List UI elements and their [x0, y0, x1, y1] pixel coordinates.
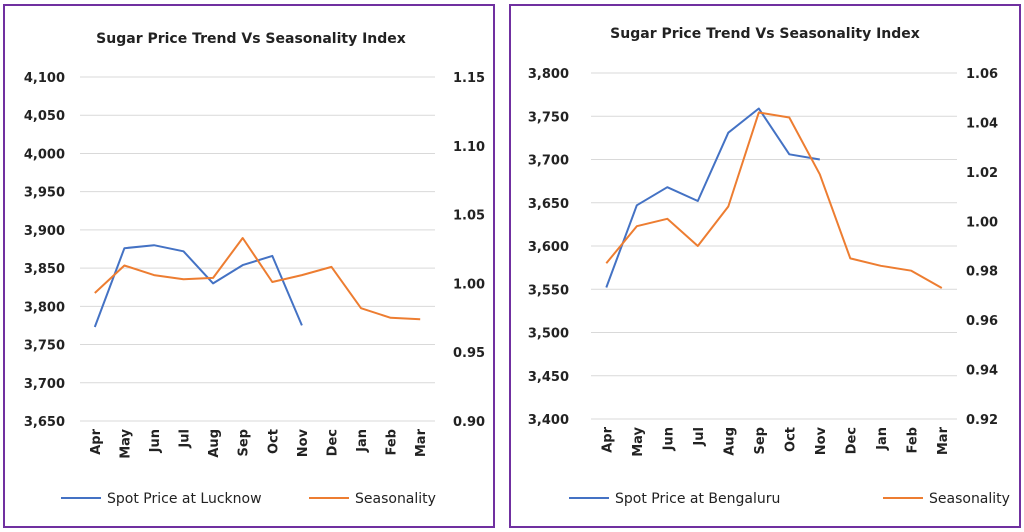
y-right-tick-label: 0.95 — [453, 346, 485, 361]
y-right-tick-label: 1.04 — [966, 116, 998, 131]
x-tick-label: Dec — [844, 427, 859, 454]
x-tick-label: Jun — [661, 427, 676, 451]
x-tick-label: Mar — [414, 428, 429, 457]
y-left-tick-label: 3,400 — [528, 413, 569, 428]
y-right-tick-label: 0.98 — [966, 265, 998, 280]
y-right-tick-label: 1.02 — [966, 166, 998, 181]
series-line-price — [605, 107, 820, 288]
x-tick-label: Feb — [905, 427, 920, 453]
y-left-tick-label: 3,550 — [528, 283, 569, 298]
x-tick-label: Apr — [600, 426, 615, 452]
x-tick-label: Sep — [237, 429, 252, 457]
x-tick-label: Aug — [207, 429, 222, 458]
x-tick-label: Sep — [753, 427, 768, 455]
series-line-seasonality — [605, 111, 943, 289]
y-left-tick-label: 3,650 — [24, 415, 65, 430]
y-right-tick-label: 1.15 — [453, 71, 485, 86]
x-tick-label: Jun — [148, 429, 163, 453]
x-tick-label: Oct — [266, 429, 281, 454]
y-right-tick-label: 0.92 — [966, 413, 998, 428]
y-right-tick-label: 1.10 — [453, 140, 485, 155]
legend-entry: Spot Price at Lucknow — [107, 491, 262, 507]
y-right-tick-label: 0.96 — [966, 314, 998, 329]
x-tick-label: Jul — [178, 429, 193, 449]
y-left-tick-label: 3,650 — [528, 197, 569, 212]
x-tick-label: May — [118, 428, 133, 458]
y-left-tick-label: 3,950 — [24, 186, 65, 201]
y-right-tick-label: 0.90 — [453, 415, 485, 430]
chart-panel-bengaluru: Sugar Price Trend Vs Seasonality Index 3,… — [509, 4, 1021, 528]
legend-entry: Seasonality — [929, 491, 1010, 507]
y-left-tick-label: 3,500 — [528, 327, 569, 342]
chart-title: Sugar Price Trend Vs Seasonality Index — [610, 26, 920, 42]
y-right-tick-label: 1.00 — [966, 215, 998, 230]
x-tick-label: Apr — [89, 428, 104, 454]
y-left-tick-label: 3,600 — [528, 240, 569, 255]
chart-panel-lucknow: Sugar Price Trend Vs Seasonality Index 3,… — [3, 4, 495, 528]
series-line-price — [93, 244, 303, 328]
x-tick-label: Jul — [692, 427, 707, 447]
x-tick-label: Dec — [325, 429, 340, 456]
y-left-tick-label: 3,850 — [24, 262, 65, 277]
y-left-tick-label: 3,450 — [528, 370, 569, 385]
y-left-tick-label: 3,700 — [24, 377, 65, 392]
y-left-tick-label: 3,750 — [528, 110, 569, 125]
x-tick-label: Mar — [936, 426, 951, 455]
y-right-tick-label: 1.05 — [453, 209, 485, 224]
x-tick-label: Jan — [875, 427, 890, 451]
legend-entry: Seasonality — [355, 491, 436, 507]
legend-entry: Spot Price at Bengaluru — [615, 491, 780, 507]
y-left-tick-label: 3,800 — [528, 67, 569, 82]
chart-lucknow: Sugar Price Trend Vs Seasonality Index 3,… — [24, 31, 485, 507]
y-left-tick-label: 3,700 — [528, 154, 569, 169]
x-tick-label: Oct — [783, 427, 798, 452]
x-tick-label: May — [631, 426, 646, 456]
y-left-tick-label: 4,050 — [24, 109, 65, 124]
y-left-tick-label: 3,750 — [24, 339, 65, 354]
x-tick-label: Nov — [814, 426, 829, 455]
x-tick-label: Feb — [385, 429, 400, 455]
series-line-seasonality — [94, 237, 421, 321]
chart-title: Sugar Price Trend Vs Seasonality Index — [96, 31, 406, 47]
y-left-tick-label: 4,100 — [24, 71, 65, 86]
x-tick-label: Aug — [722, 427, 737, 456]
chart-bengaluru: Sugar Price Trend Vs Seasonality Index 3,… — [528, 26, 1010, 507]
y-right-tick-label: 1.06 — [966, 67, 998, 82]
x-tick-label: Nov — [296, 428, 311, 457]
y-left-tick-label: 3,900 — [24, 224, 65, 239]
y-left-tick-label: 3,800 — [24, 300, 65, 315]
x-tick-label: Jan — [355, 429, 370, 453]
y-left-tick-label: 4,000 — [24, 147, 65, 162]
y-right-tick-label: 0.94 — [966, 364, 998, 379]
y-right-tick-label: 1.00 — [453, 277, 485, 292]
